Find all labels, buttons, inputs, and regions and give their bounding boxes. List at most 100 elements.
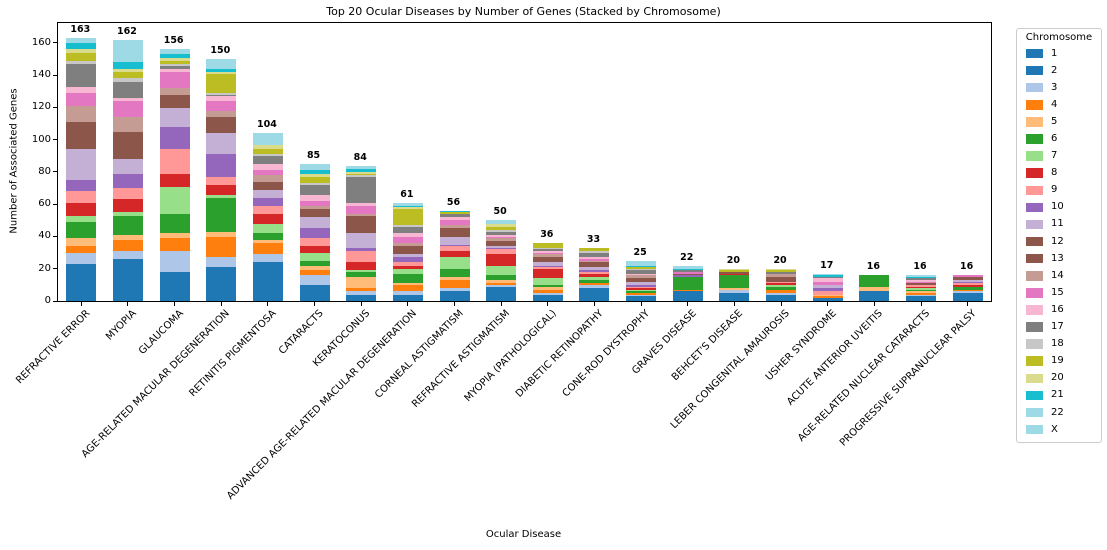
- bar-segment-chr-2: [532, 294, 563, 298]
- bar-value-label: 16: [960, 261, 974, 273]
- bar-segment-chr-15: [112, 101, 143, 118]
- bar-segment-chr-4: [906, 292, 937, 295]
- bar-segment-chr-12: [66, 134, 97, 150]
- bar-segment-chr-21: [159, 54, 190, 58]
- bar-cone-rod-dystrophy: [626, 23, 657, 301]
- bar-age-related-nuclear-cataracts: [906, 23, 937, 301]
- bar-segment-chr-6: [439, 268, 470, 277]
- bar-segment-chr-1: [299, 292, 330, 301]
- bar-myopia-pathological-: [532, 23, 563, 301]
- bar-segment-chr-2: [299, 284, 330, 293]
- bar-value-label: 20: [773, 254, 787, 266]
- bar-segment-chr-13: [952, 276, 983, 279]
- bar-segment-chr-7: [766, 284, 797, 287]
- bar-segment-chr-1: [812, 299, 843, 301]
- y-tick-label: 40: [38, 230, 51, 242]
- bar-segment-chr-9: [812, 291, 843, 295]
- legend-label: 14: [1051, 269, 1064, 281]
- bar-segment-chr-2: [112, 259, 143, 281]
- bar-segment-chr-9: [112, 188, 143, 200]
- bar-segment-chr-5: [346, 276, 377, 289]
- legend-swatch: [1026, 236, 1043, 247]
- bar-segment-chr-3: [766, 292, 797, 295]
- legend-label: 7: [1051, 150, 1058, 162]
- bar-segment-chr-18: [299, 183, 330, 185]
- bar-segment-chr-22: [812, 273, 843, 276]
- x-tick-label: GLAUCOMA: [136, 308, 186, 357]
- x-tick-label: CORNEAL ASTIGMATISM: [372, 308, 466, 401]
- x-tick: [267, 302, 269, 306]
- bar-segment-chr-22: [346, 167, 377, 169]
- y-tick: [53, 268, 57, 270]
- bar-segment-chr-12: [626, 280, 657, 282]
- bar-segment-chr-11: [66, 149, 97, 181]
- bar-segment-chr-14: [252, 175, 283, 182]
- bar-segment-chr-21: [112, 62, 143, 69]
- y-tick: [53, 300, 57, 302]
- legend-item-chr-9: 9: [1017, 182, 1101, 199]
- bar-cataracts: [299, 23, 330, 301]
- bar-segment-chr-18: [392, 225, 423, 227]
- bar-segment-chr-3: [392, 291, 423, 295]
- bar-segment-chr-19: [299, 176, 330, 184]
- x-tick: [920, 302, 922, 306]
- y-tick-label: 100: [31, 133, 51, 145]
- bar-segment-chr-19: [439, 212, 470, 214]
- y-tick-label: 60: [38, 198, 51, 210]
- bar-segment-chr-1: [392, 297, 423, 301]
- bar-segment-chr-13: [299, 209, 330, 213]
- bar-segment-chr-5: [299, 265, 330, 271]
- bar-segment-chr-22: [66, 39, 97, 43]
- bar-segment-chr-14: [579, 260, 610, 263]
- bar-segment-chr-11: [579, 267, 610, 271]
- bar-segment-chr-22: [906, 275, 937, 277]
- bar-segment-chr-X: [206, 59, 237, 64]
- bar-segment-chr-4: [299, 270, 330, 276]
- bar-segment-chr-15: [299, 201, 330, 206]
- bar-segment-chr-8: [346, 262, 377, 271]
- bar-segment-chr-14: [532, 254, 563, 258]
- bar-segment-chr-14: [766, 273, 797, 277]
- bar-segment-chr-18: [112, 78, 143, 82]
- bar-segment-chr-17: [346, 176, 377, 203]
- bar-segment-chr-1: [952, 296, 983, 301]
- bar-segment-chr-4: [346, 288, 377, 292]
- bar-segment-chr-21: [299, 170, 330, 174]
- bar-segment-chr-15: [439, 220, 470, 226]
- bar-segment-chr-4: [579, 283, 610, 285]
- bar-segment-chr-16: [906, 280, 937, 282]
- bar-segment-chr-9: [626, 286, 657, 289]
- bar-segment-chr-8: [252, 213, 283, 224]
- bar-segment-chr-7: [532, 278, 563, 285]
- bar-segment-chr-2: [66, 263, 97, 282]
- legend-item-chr-5: 5: [1017, 113, 1101, 130]
- bar-segment-chr-7: [299, 252, 330, 261]
- bar-corneal-astigmatism: [439, 23, 470, 301]
- bar-segment-chr-10: [579, 270, 610, 272]
- bar-segment-chr-20: [766, 268, 797, 271]
- bar-segment-chr-19: [346, 173, 377, 176]
- bar-segment-chr-10: [626, 284, 657, 287]
- bar-segment-chr-19: [719, 270, 750, 272]
- bar-age-related-macular-degeneration: [206, 23, 237, 301]
- bar-segment-chr-X: [112, 39, 143, 52]
- x-tick-label: MYOPIA (PATHOLOGICAL): [462, 308, 559, 405]
- x-tick: [733, 302, 735, 306]
- x-tick: [873, 302, 875, 306]
- x-tick: [500, 302, 502, 306]
- bar-segment-chr-15: [906, 281, 937, 284]
- x-tick: [360, 302, 362, 306]
- legend-label: 12: [1051, 235, 1064, 247]
- x-tick: [454, 302, 456, 306]
- bar-segment-chr-4: [159, 238, 190, 252]
- bar-segment-chr-13: [159, 94, 190, 102]
- legend-item-chr-3: 3: [1017, 79, 1101, 96]
- bar-segment-chr-16: [206, 96, 237, 102]
- bar-segment-chr-5: [532, 286, 563, 290]
- bar-segment-chr-4: [439, 280, 470, 289]
- legend-item-chr-13: 13: [1017, 250, 1101, 267]
- bar-segment-chr-14: [299, 205, 330, 210]
- bar-segment-chr-1: [486, 292, 517, 301]
- bar-segment-chr-2: [486, 286, 517, 293]
- bar-segment-chr-17: [66, 63, 97, 87]
